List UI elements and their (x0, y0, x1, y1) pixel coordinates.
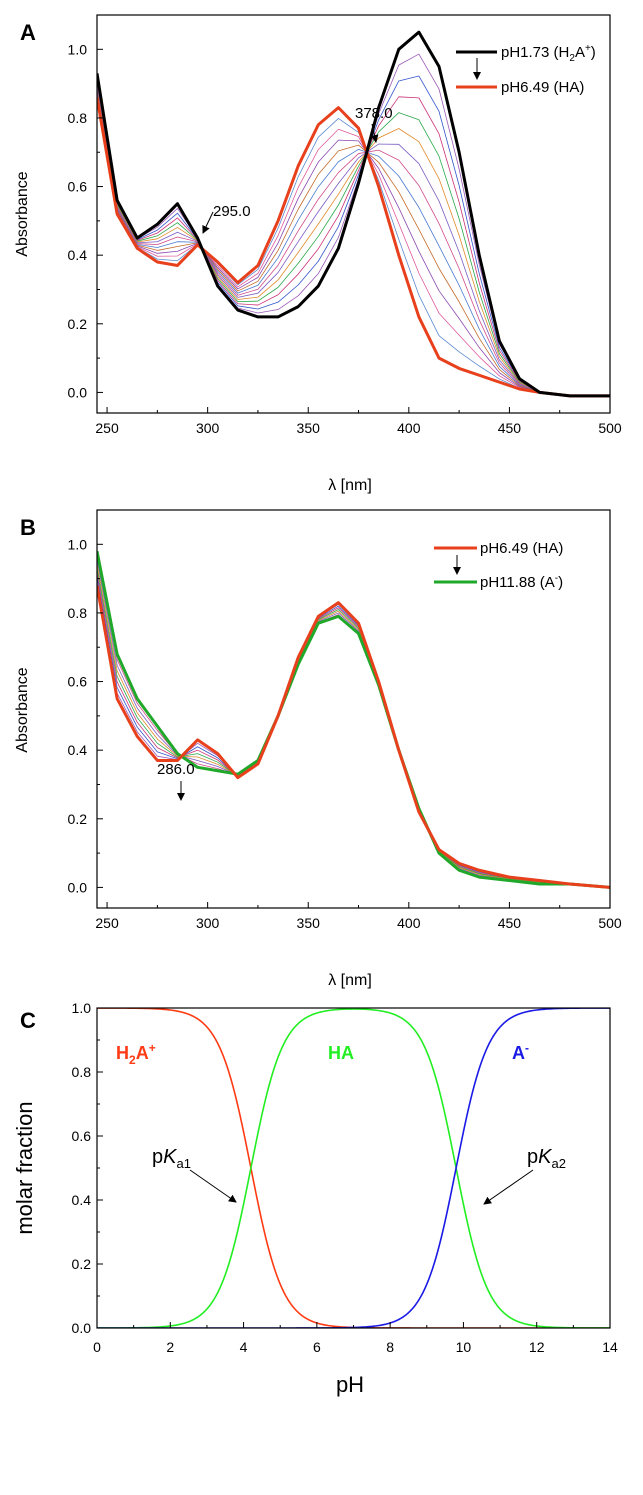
y-tick-label: 0.0 (68, 879, 88, 895)
species-curve (97, 1008, 610, 1328)
intermediate-spectrum (97, 89, 610, 397)
pka1-arrow (189, 1169, 237, 1203)
y-tick-label: 1.0 (68, 536, 88, 552)
y-tick-label: 0.8 (68, 605, 88, 621)
panel-b: B 250 300 350 400 450 500 0.0 0.2 0.4 0.6 0.8 1.0 λ… (14, 509, 622, 989)
pka2-label: pKa2 (527, 1146, 566, 1171)
legend-b-label-1: pH6.49 (HA) (480, 540, 563, 557)
x-tick-label: 14 (602, 1339, 618, 1355)
intermediate-spectrum (97, 93, 610, 397)
y-tick-label: 1.0 (72, 1000, 92, 1016)
panel-b-xlabel: λ [nm] (328, 972, 372, 989)
species-label-ha: HA (328, 1043, 354, 1063)
x-tick-label: 0 (93, 1339, 101, 1355)
spectrum-line (97, 97, 610, 398)
panel-b-ylabel: Absorbance (14, 667, 31, 752)
x-tick-label: 500 (598, 915, 622, 931)
panel-c-xlabel: pH (336, 1372, 364, 1397)
y-tick-label: 0.8 (68, 110, 88, 126)
x-tick-label: 350 (297, 420, 321, 436)
panel-a-ticks: 250 300 350 400 450 500 0.0 0.2 0.4 0.6 0.8 1.0 (68, 41, 622, 436)
x-tick-label: 400 (397, 420, 421, 436)
annotation-286: 286.0 (157, 761, 195, 778)
panel-c: C 0 2 4 6 8 10 12 14 0.0 0.2 0.4 0.6 0.8 1.0 pH molar… (12, 1000, 618, 1397)
annotation-295-arrow (202, 211, 214, 234)
x-tick-label: 250 (95, 915, 119, 931)
panel-b-label: B (20, 515, 36, 540)
intermediate-spectrum (97, 568, 610, 888)
intermediate-spectrum (97, 88, 610, 397)
intermediate-spectrum (97, 78, 610, 397)
panel-b-legend: pH6.49 (HA) pH11.88 (A-) (434, 540, 563, 591)
intermediate-spectrum (97, 572, 610, 888)
panel-a-xlabel: λ [nm] (328, 477, 372, 494)
pka1-label: pKa1 (152, 1146, 191, 1171)
intermediate-spectrum (97, 80, 610, 397)
intermediate-spectrum (97, 559, 610, 888)
y-tick-label: 0.2 (68, 811, 88, 827)
y-tick-label: 0.2 (68, 316, 88, 332)
x-tick-label: 300 (196, 420, 220, 436)
y-tick-label: 0.8 (72, 1064, 92, 1080)
intermediate-spectrum (97, 555, 610, 888)
x-tick-label: 8 (386, 1339, 394, 1355)
intermediate-spectrum (97, 91, 610, 397)
panel-b-series (97, 550, 610, 889)
x-tick-label: 300 (196, 915, 220, 931)
y-tick-label: 0.4 (68, 742, 88, 758)
panel-b-ticks: 250 300 350 400 450 500 0.0 0.2 0.4 0.6 0.8 1.0 (68, 536, 622, 931)
spectrum-line (97, 585, 610, 889)
x-tick-label: 450 (498, 915, 522, 931)
species-label-h2a: H2A+ (116, 1041, 156, 1067)
intermediate-spectrum (97, 75, 610, 397)
panel-c-ticks: 0 2 4 6 8 10 12 14 0.0 0.2 0.4 0.6 0.8 1.0 (72, 1000, 618, 1355)
panel-b-frame (96, 509, 611, 909)
panel-a-label: A (20, 20, 36, 45)
panel-a-legend: pH1.73 (H2A+) pH6.49 (HA) (456, 43, 596, 96)
intermediate-spectrum (97, 581, 610, 888)
x-tick-label: 450 (498, 420, 522, 436)
panel-a-ylabel: Absorbance (14, 171, 31, 256)
legend-a-label-1: pH1.73 (H2A+) (501, 43, 596, 64)
x-tick-label: 350 (297, 915, 321, 931)
x-tick-label: 400 (397, 915, 421, 931)
intermediate-spectrum (97, 82, 610, 397)
panel-a: A 250 300 350 400 450 500 0.0 0.2 0.4 0.6 0.8 1.0 λ… (14, 14, 622, 494)
intermediate-spectrum (97, 95, 610, 397)
y-tick-label: 0.4 (68, 247, 88, 263)
intermediate-spectrum (97, 563, 610, 888)
annotation-378-arrow (370, 123, 379, 143)
species-label-a: A- (512, 1041, 529, 1063)
spectrum-line (97, 30, 610, 398)
y-tick-label: 0.0 (72, 1320, 92, 1336)
panel-c-ylabel: molar fraction (12, 1101, 37, 1234)
panel-a-series (97, 30, 610, 398)
intermediate-spectrum (97, 84, 610, 397)
intermediate-spectrum (97, 86, 610, 397)
y-tick-label: 1.0 (68, 41, 88, 57)
spectrum-line (97, 550, 610, 889)
x-tick-label: 500 (598, 420, 622, 436)
pka2-arrow (483, 1169, 534, 1205)
panel-c-label: C (20, 1008, 36, 1033)
legend-a-label-2: pH6.49 (HA) (501, 79, 584, 96)
x-tick-label: 4 (240, 1339, 248, 1355)
legend-b-label-2: pH11.88 (A-) (480, 573, 563, 591)
y-tick-label: 0.2 (72, 1256, 92, 1272)
x-tick-label: 2 (166, 1339, 174, 1355)
x-tick-label: 6 (313, 1339, 321, 1355)
panel-a-frame (96, 14, 611, 414)
y-tick-label: 0.6 (68, 674, 88, 690)
annotation-378: 378.0 (355, 105, 393, 122)
y-tick-label: 0.4 (72, 1192, 92, 1208)
intermediate-spectrum (97, 576, 610, 888)
y-tick-label: 0.6 (72, 1128, 92, 1144)
annotation-295: 295.0 (213, 203, 251, 220)
x-tick-label: 10 (456, 1339, 472, 1355)
x-tick-label: 12 (529, 1339, 545, 1355)
y-tick-label: 0.6 (68, 179, 88, 195)
y-tick-label: 0.0 (68, 384, 88, 400)
x-tick-label: 250 (95, 420, 119, 436)
